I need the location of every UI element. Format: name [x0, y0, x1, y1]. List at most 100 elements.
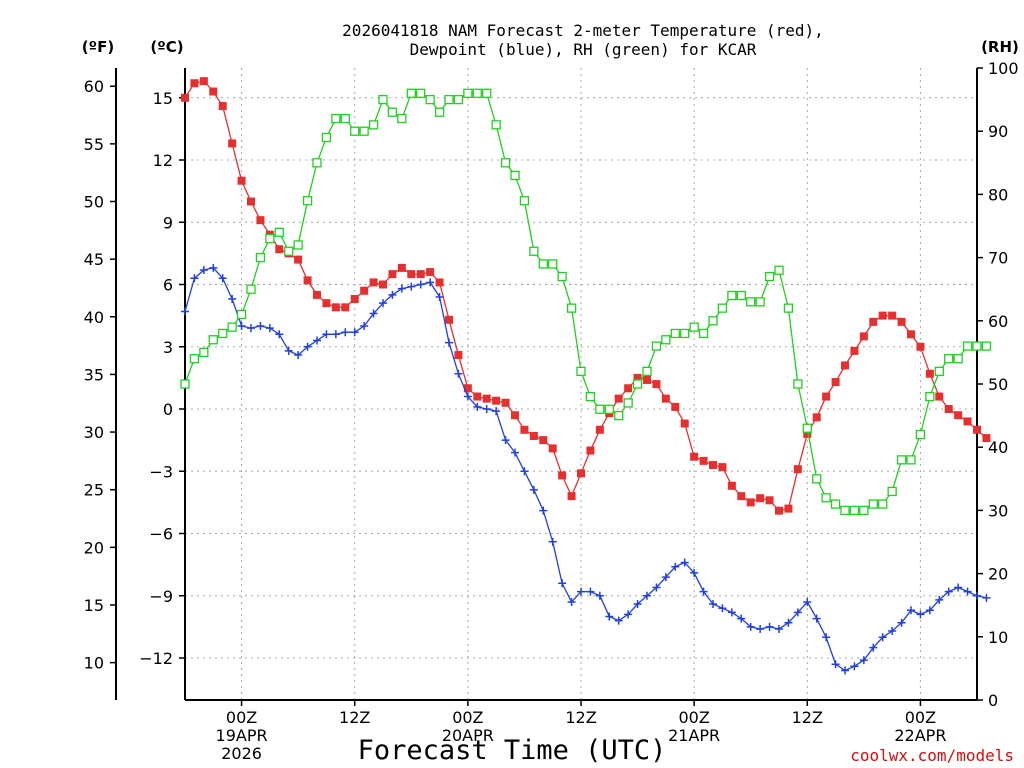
rh-point [595, 404, 605, 414]
dewpoint-point [275, 330, 284, 339]
dewpoint-point [284, 346, 293, 355]
temperature-point [633, 373, 642, 382]
rh-unit-label: (RH) [981, 38, 1019, 56]
fahrenheit-tick-label: 50 [84, 193, 104, 212]
x-tick-label: 00Z [452, 708, 483, 727]
temperature-point [341, 303, 350, 312]
temperature-point [888, 311, 897, 320]
rh-point [274, 227, 284, 237]
rh-point [199, 347, 209, 358]
x-tick-label: 00Z [905, 708, 936, 727]
dewpoint-point [237, 322, 246, 330]
temperature-point [661, 394, 670, 403]
rh-point [915, 429, 926, 440]
dewpoint-point [463, 392, 472, 401]
rh-point [840, 505, 850, 516]
rh-point [500, 158, 511, 168]
rh-point [387, 107, 398, 117]
celsius-tick-label: −6 [149, 525, 173, 544]
temperature-point [878, 311, 887, 320]
celsius-tick-label: −3 [149, 462, 173, 481]
temperature-point [652, 380, 661, 389]
chart-title-line1: 2026041818 NAM Forecast 2-meter Temperat… [342, 21, 824, 40]
rh-point [774, 265, 784, 275]
rh-point [576, 366, 586, 377]
temperature-point [228, 139, 237, 148]
dewpoint-point [709, 600, 717, 609]
temperature-point [982, 434, 991, 443]
dewpoint-point [454, 369, 463, 378]
dewpoint-point [699, 587, 708, 596]
dewpoint-point [784, 618, 793, 627]
rh-point [887, 486, 897, 497]
fahrenheit-tick-label: 55 [84, 135, 104, 154]
dewpoint-point [614, 616, 623, 625]
dewpoint-point [426, 278, 435, 287]
rh-point [755, 297, 765, 307]
dewpoint-point [605, 612, 614, 621]
rh-point [548, 259, 558, 269]
dewpoint-point [199, 265, 208, 274]
temperature-point [624, 384, 633, 393]
rh-tick-label: 40 [988, 438, 1008, 457]
dewpoint-point [737, 614, 746, 623]
dewpoint-point [256, 322, 265, 330]
rh-point [944, 354, 954, 364]
rh-point [284, 246, 294, 256]
temperature-point [737, 492, 746, 501]
dewpoint-point [718, 604, 727, 613]
dewpoint-point [633, 600, 642, 609]
dewpoint-point [907, 606, 915, 615]
rh-point [463, 88, 473, 98]
temperature-point [454, 351, 463, 360]
rh-point [642, 366, 652, 377]
x-axis-label: Forecast Time (UTC) [358, 735, 667, 766]
temperature-point [925, 369, 934, 378]
rh-tick-label: 20 [988, 565, 1008, 584]
temperature-point [680, 419, 689, 428]
temperature-point [935, 392, 944, 401]
dewpoint-point [973, 591, 981, 600]
rh-tick-label: 90 [988, 122, 1008, 141]
rh-point [783, 303, 794, 313]
temperature-point [539, 436, 548, 445]
temperature-point [812, 413, 821, 422]
temperature-point [190, 79, 199, 88]
fahrenheit-tick-label: 10 [84, 654, 104, 673]
temperature-point [718, 463, 727, 472]
dewpoint-point [341, 328, 350, 337]
dewpoint-point [935, 595, 944, 604]
rh-point [708, 316, 718, 326]
rh-point [444, 94, 454, 105]
rh-point [736, 290, 746, 301]
rh-tick-label: 100 [988, 59, 1019, 78]
series-rh [180, 88, 992, 516]
rh-point [614, 410, 624, 421]
temperature-point [482, 394, 491, 403]
temperature-point [831, 378, 840, 387]
temperature-point [501, 398, 510, 407]
temperature-point [756, 494, 765, 503]
rh-point [538, 259, 548, 269]
dewpoint-point [482, 405, 491, 413]
dewpoint-point [548, 537, 557, 546]
celsius-tick-label: −9 [149, 587, 173, 606]
rh-point [812, 474, 822, 484]
rh-point [425, 94, 435, 105]
dewpoint-point [511, 448, 519, 457]
rh-point [661, 335, 671, 345]
celsius-tick-label: 9 [163, 213, 173, 232]
dewpoint-point [379, 299, 387, 308]
dewpoint-point [218, 274, 227, 283]
temperature-point [548, 444, 557, 453]
temperature-point [435, 278, 444, 287]
temperature-point [463, 384, 472, 393]
rh-point [236, 309, 247, 320]
temperature-point [426, 268, 435, 277]
temperature-point [360, 286, 369, 295]
dewpoint-point [661, 573, 670, 582]
rh-point [981, 341, 992, 351]
rh-point [246, 284, 256, 294]
temperature-point [492, 396, 501, 405]
temperature-point [388, 270, 397, 279]
